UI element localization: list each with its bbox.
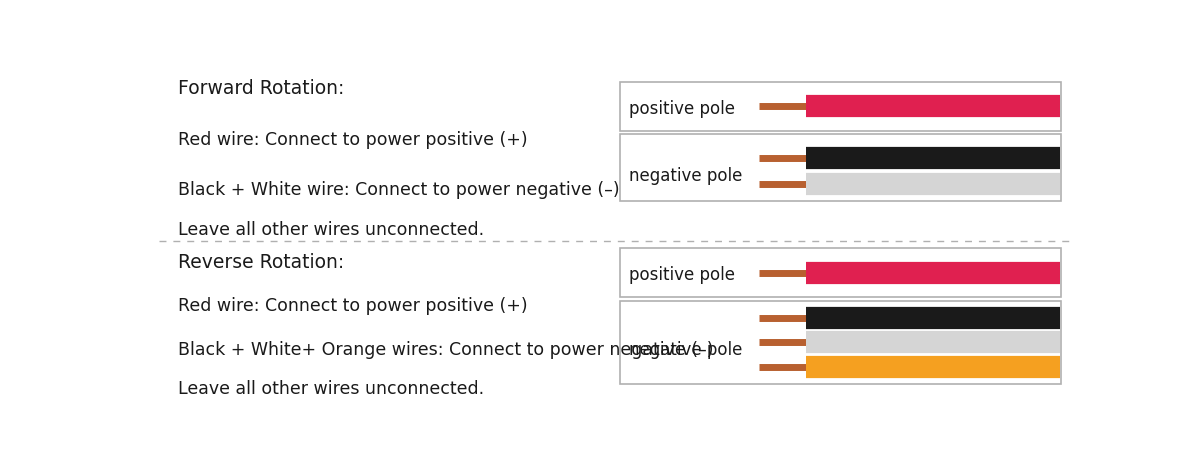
Text: Red wire: Connect to power positive (+): Red wire: Connect to power positive (+)	[178, 131, 528, 149]
Text: Black + White wire: Connect to power negative (–): Black + White wire: Connect to power neg…	[178, 181, 619, 199]
Text: negative pole: negative pole	[629, 167, 743, 185]
Text: negative pole: negative pole	[629, 341, 743, 359]
Bar	[619, 248, 1062, 297]
Bar	[619, 134, 1062, 201]
Text: Leave all other wires unconnected.: Leave all other wires unconnected.	[178, 380, 484, 399]
Text: Forward Rotation:: Forward Rotation:	[178, 79, 344, 99]
Text: Black + White+ Orange wires: Connect to power negative (–): Black + White+ Orange wires: Connect to …	[178, 341, 713, 359]
Text: positive pole: positive pole	[629, 266, 734, 284]
Text: Red wire: Connect to power positive (+): Red wire: Connect to power positive (+)	[178, 297, 528, 315]
Text: positive pole: positive pole	[629, 100, 734, 118]
Bar	[619, 301, 1062, 384]
Text: Leave all other wires unconnected.: Leave all other wires unconnected.	[178, 221, 484, 239]
Text: Reverse Rotation:: Reverse Rotation:	[178, 253, 344, 272]
Bar	[619, 82, 1062, 131]
